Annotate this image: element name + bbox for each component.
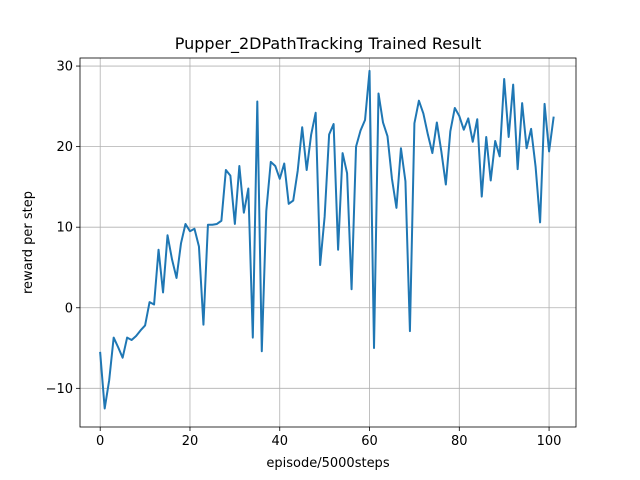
y-tick-label: −10 [46, 382, 73, 397]
chart-title: Pupper_2DPathTracking Trained Result [175, 34, 482, 54]
x-axis-label: episode/5000steps [266, 456, 389, 471]
x-tick-label: 0 [96, 434, 104, 449]
plot-frame [79, 57, 577, 428]
x-tick-label: 40 [271, 434, 288, 449]
x-tick-label: 80 [451, 434, 468, 449]
y-tick-label: 20 [56, 140, 73, 155]
y-tick-label: 0 [65, 301, 73, 316]
x-tick-label: 60 [361, 434, 378, 449]
x-tick-label: 100 [537, 434, 562, 449]
y-axis-label: reward per step [21, 191, 36, 294]
series-layer [99, 69, 555, 410]
y-tick-label: 10 [56, 221, 73, 236]
ticks: 0 20 40 60 80 100 −10 0 10 20 30 [46, 60, 562, 449]
series-line [99, 69, 555, 410]
x-tick-label: 20 [182, 434, 199, 449]
y-tick-label: 30 [56, 60, 73, 75]
